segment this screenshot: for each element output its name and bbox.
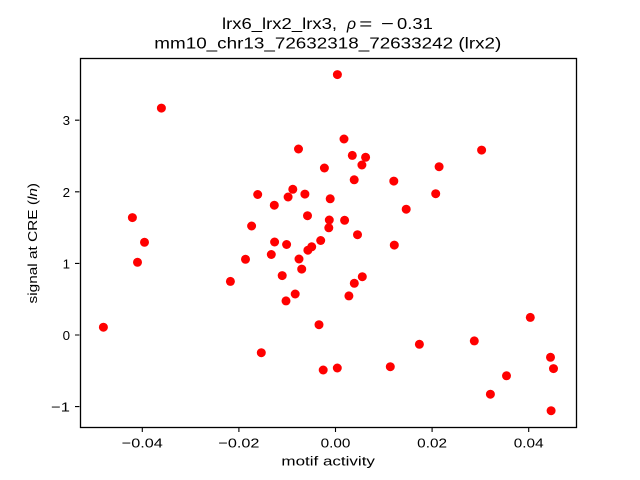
- svg-text:mm10_chr13_72632318_72633242 (: mm10_chr13_72632318_72633242 (lrx2): [154, 36, 501, 53]
- svg-text:1: 1: [63, 256, 70, 271]
- svg-text:2: 2: [63, 185, 70, 200]
- svg-text:motif activity: motif activity: [281, 454, 375, 469]
- svg-text:=: =: [359, 16, 372, 33]
- svg-text:0.31: 0.31: [397, 16, 433, 33]
- svg-text:signal at CRE (ln): signal at CRE (ln): [25, 183, 40, 303]
- svg-text:−0.04: −0.04: [122, 435, 164, 450]
- svg-text:ρ: ρ: [346, 16, 356, 33]
- svg-text:0.04: 0.04: [514, 435, 544, 450]
- svg-text:0.00: 0.00: [321, 435, 351, 450]
- svg-text:0.02: 0.02: [417, 435, 447, 450]
- svg-text:−0.02: −0.02: [218, 435, 259, 450]
- svg-text:−: −: [381, 16, 394, 33]
- svg-text:3: 3: [63, 113, 70, 128]
- svg-text:0: 0: [63, 328, 70, 343]
- svg-text:lrx6_lrx2_lrx3,: lrx6_lrx2_lrx3,: [222, 16, 337, 33]
- svg-text:−1: −1: [51, 400, 70, 415]
